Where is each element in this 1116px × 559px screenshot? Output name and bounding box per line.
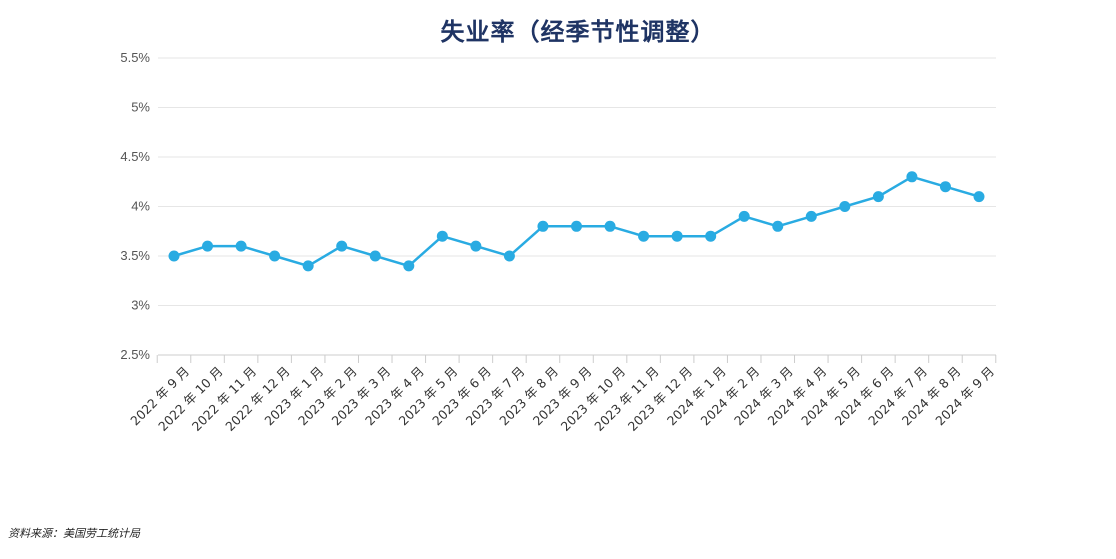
data-point	[470, 240, 482, 252]
data-point	[738, 210, 750, 222]
x-axis-ticks	[156, 355, 997, 363]
data-point	[906, 171, 918, 183]
source-note: 资料来源：美国劳工统计局	[8, 527, 140, 540]
data-point	[638, 230, 650, 242]
data-point	[202, 240, 214, 252]
series-points	[168, 171, 985, 272]
data-point	[369, 250, 381, 262]
data-point	[872, 191, 884, 203]
data-point	[269, 250, 281, 262]
chart-title: 失业率（经季节性调整）	[440, 17, 716, 46]
y-tick-label: 5.5%	[120, 50, 150, 65]
data-point	[168, 250, 180, 262]
data-point	[671, 230, 683, 242]
data-point	[705, 230, 717, 242]
y-tick-label: 3.5%	[120, 248, 150, 263]
data-point	[839, 201, 851, 212]
y-tick-label: 4.5%	[120, 149, 150, 164]
data-point	[436, 230, 448, 242]
data-point	[235, 240, 247, 252]
grid-lines	[158, 57, 996, 306]
data-point	[503, 250, 515, 262]
y-tick-label: 5%	[131, 100, 150, 115]
data-point	[336, 240, 348, 252]
data-point	[772, 220, 784, 232]
data-point	[403, 260, 415, 272]
data-point	[571, 220, 582, 232]
y-tick-label: 3%	[131, 298, 150, 313]
data-point	[939, 181, 951, 193]
data-point	[604, 220, 616, 232]
y-tick-label: 4%	[131, 199, 150, 214]
data-point	[973, 191, 985, 203]
data-point	[805, 210, 817, 222]
data-point	[537, 220, 549, 232]
data-point	[302, 260, 314, 272]
y-tick-label: 2.5%	[120, 347, 150, 362]
y-axis-tick-labels: 2.5% 3% 3.5% 4% 4.5% 5% 5.5%	[120, 50, 150, 362]
